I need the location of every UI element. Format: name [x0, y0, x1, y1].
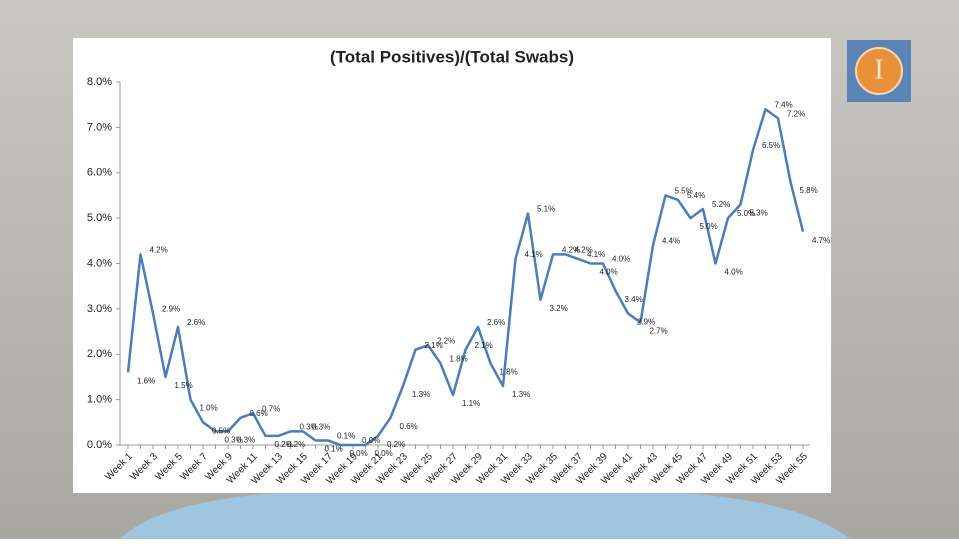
data-label: 5.8%	[800, 186, 818, 195]
data-label: 4.2%	[562, 246, 580, 255]
data-label: 0.3%	[312, 422, 330, 431]
y-tick-label: 6.0%	[87, 167, 112, 179]
y-tick-label: 4.0%	[87, 257, 112, 269]
data-label: 0.3%	[225, 435, 243, 444]
y-tick-label: 0.0%	[87, 439, 112, 451]
data-label: 1.8%	[450, 354, 468, 363]
data-label: 2.1%	[425, 341, 443, 350]
data-label: 5.1%	[537, 205, 555, 214]
y-tick-label: 8.0%	[87, 76, 112, 88]
data-label: 2.6%	[487, 318, 505, 327]
data-label: 1.5%	[175, 381, 193, 390]
shirt	[120, 487, 850, 539]
data-label: 4.2%	[575, 246, 593, 255]
y-tick-label: 7.0%	[87, 121, 112, 133]
data-label: 5.0%	[700, 222, 718, 231]
data-label: 0.6%	[400, 422, 418, 431]
data-label: 2.2%	[437, 336, 455, 345]
data-label: 4.1%	[587, 250, 605, 259]
data-label: 2.9%	[637, 318, 655, 327]
data-label: 0.5%	[212, 426, 230, 435]
data-line	[126, 107, 805, 447]
data-label: 4.0%	[600, 268, 618, 277]
data-label: 4.0%	[612, 255, 630, 264]
data-label: 4.4%	[662, 236, 680, 245]
data-label: 0.7%	[262, 404, 280, 413]
data-label: 0.6%	[250, 409, 268, 418]
data-label: 0.3%	[300, 422, 318, 431]
data-label: 1.3%	[512, 390, 530, 399]
y-tick-label: 3.0%	[87, 303, 112, 315]
data-label: 1.3%	[412, 390, 430, 399]
data-label: 2.7%	[650, 327, 668, 336]
data-label: 1.1%	[462, 399, 480, 408]
y-tick-label: 1.0%	[87, 394, 112, 406]
data-label: 0.2%	[275, 440, 293, 449]
data-label: 3.2%	[550, 304, 568, 313]
data-label: 0.2%	[387, 440, 405, 449]
data-label: 0.0%	[350, 449, 368, 458]
data-label: 3.4%	[625, 295, 643, 304]
y-tick-label: 5.0%	[87, 212, 112, 224]
data-label: 0.2%	[287, 440, 305, 449]
data-label: 4.1%	[525, 250, 543, 259]
chart-panel	[73, 38, 831, 493]
data-label: 7.4%	[775, 100, 793, 109]
data-label: 2.1%	[475, 341, 493, 350]
data-label: 1.0%	[200, 404, 218, 413]
data-label: 4.7%	[812, 236, 830, 245]
data-label: 7.2%	[787, 109, 805, 118]
data-label: 1.8%	[500, 367, 518, 376]
chart-title: (Total Positives)/(Total Swabs)	[330, 47, 574, 66]
data-label: 0.1%	[325, 445, 343, 454]
logo-text: I	[874, 54, 883, 85]
data-label: 5.2%	[712, 200, 730, 209]
data-label: 0.0%	[362, 436, 380, 445]
logo-circle	[855, 47, 903, 95]
y-tick-label: 2.0%	[87, 348, 112, 360]
data-label: 0.3%	[237, 435, 255, 444]
data-label: 4.2%	[150, 246, 168, 255]
data-label: 5.0%	[737, 209, 755, 218]
data-label: 5.3%	[750, 209, 768, 218]
data-label: 0.0%	[375, 449, 393, 458]
data-label: 2.9%	[162, 305, 180, 314]
data-label: 4.0%	[725, 268, 743, 277]
data-label: 5.5%	[675, 187, 693, 196]
data-label: 0.1%	[337, 432, 355, 441]
data-label: 2.6%	[187, 318, 205, 327]
data-label: 6.5%	[762, 141, 780, 150]
data-label: 1.6%	[137, 377, 155, 386]
data-label: 5.4%	[687, 191, 705, 200]
